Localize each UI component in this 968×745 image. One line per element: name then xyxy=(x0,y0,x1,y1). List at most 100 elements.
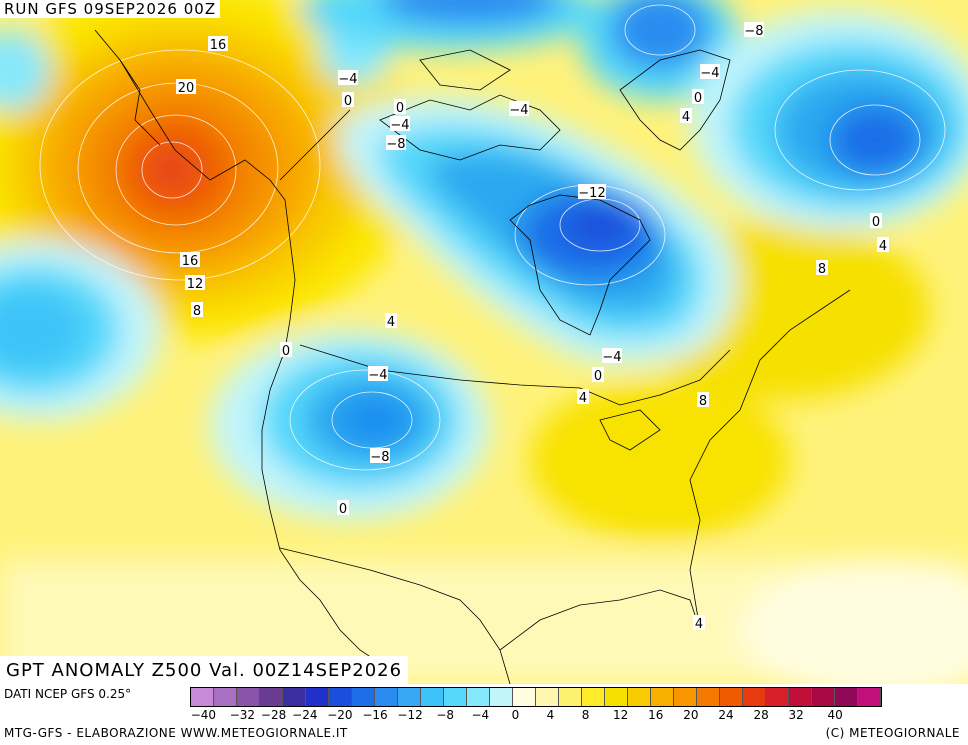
colorbar-tick-label: −24 xyxy=(292,708,318,722)
contour-label: −8 xyxy=(744,24,763,39)
contour-label-bg xyxy=(338,70,358,85)
contour-label: −4 xyxy=(338,72,357,87)
colorbar-tick-label: −8 xyxy=(436,708,455,722)
colorbar-tick-label: −16 xyxy=(362,708,388,722)
legend-footer: DATI NCEP GFS 0.25° −40 −32 −28 −24 −20 −16 −1… xyxy=(0,684,968,745)
anomaly-field xyxy=(0,0,968,684)
contour-label: −4 xyxy=(509,103,528,118)
colorbar-swatch xyxy=(444,688,467,706)
colorbar-swatch xyxy=(191,688,214,706)
colorbar-ticks: −40 −32 −28 −24 −20 −16 −12 −8 −4 0 4 8 12 16 20 24 28 32… xyxy=(190,708,968,722)
contour-label: 0 xyxy=(396,101,404,116)
colorbar-swatch xyxy=(352,688,375,706)
colorbar-tick-label: 40 xyxy=(827,708,843,722)
contour-label-bg xyxy=(191,302,203,317)
colorbar-tick-label: −28 xyxy=(260,708,287,722)
colorbar-swatch xyxy=(536,688,559,706)
contour-label-bg xyxy=(592,367,604,382)
contour-label-bg xyxy=(385,313,397,328)
colorbar-swatch xyxy=(674,688,697,706)
contour-label-bg xyxy=(337,500,349,515)
colorbar-swatch xyxy=(812,688,835,706)
contour-label: 4 xyxy=(695,617,703,632)
contour-label-bg xyxy=(697,392,709,407)
colorbar-swatch xyxy=(237,688,260,706)
contour-label: 0 xyxy=(344,94,352,109)
colorbar-swatch xyxy=(513,688,536,706)
valid-time-title: GPT ANOMALY Z500 Val. 00Z14SEP2026 xyxy=(0,656,409,685)
colorbar-swatch xyxy=(789,688,812,706)
contour-label: 0 xyxy=(694,91,702,106)
colorbar-swatch xyxy=(306,688,329,706)
colorbar-tick-label: 8 xyxy=(581,708,590,722)
colorbar-swatch xyxy=(697,688,720,706)
contour-label-bg xyxy=(577,389,589,404)
colorbar-tick-label: 28 xyxy=(753,708,769,722)
colorbar-swatch xyxy=(651,688,674,706)
contour-label: 0 xyxy=(594,369,602,384)
contour-label-bg xyxy=(394,99,406,114)
colorbar-tick-label: −40 xyxy=(190,708,217,722)
contour-label-bg xyxy=(280,342,292,357)
contour-label: 0 xyxy=(282,344,290,359)
data-source: DATI NCEP GFS 0.25° xyxy=(4,687,132,701)
colorbar-swatch xyxy=(858,688,881,706)
colorbar-tick-label: −20 xyxy=(327,708,353,722)
colorbar-tick-label: 4 xyxy=(546,708,555,722)
contour-label: −4 xyxy=(700,66,719,81)
colorbar-swatch xyxy=(260,688,283,706)
colorbar-tick-label: −12 xyxy=(397,708,423,722)
contour-label-bg xyxy=(816,260,828,275)
colorbar-swatch xyxy=(605,688,628,706)
contour-label: 16 xyxy=(210,38,227,53)
colorbar-swatch xyxy=(467,688,490,706)
colorbar-tick-label: −32 xyxy=(229,708,256,722)
contour-label: −8 xyxy=(370,450,389,465)
contour-label: 0 xyxy=(339,502,347,517)
run-label: RUN GFS 09SEP2026 00Z xyxy=(0,0,221,18)
contour-label: 8 xyxy=(699,394,707,409)
credit-left: MTG-GFS - ELABORAZIONE WWW.METEOGIORNALE… xyxy=(4,726,348,740)
contour-label-bg xyxy=(185,275,205,290)
contour-label: −4 xyxy=(602,350,621,365)
colorbar-swatch xyxy=(214,688,237,706)
contour-label-bg xyxy=(744,22,764,37)
contour-label: 8 xyxy=(193,304,201,319)
colorbar-swatch xyxy=(743,688,766,706)
contour-label-bg xyxy=(700,64,720,79)
contour-label: −4 xyxy=(390,118,409,133)
colorbar-swatch xyxy=(628,688,651,706)
contour-label-bg xyxy=(578,184,606,199)
contour-label-bg xyxy=(386,135,406,150)
contour-label-bg xyxy=(342,92,354,107)
colorbar-swatch xyxy=(329,688,352,706)
contour-label-bg xyxy=(509,101,529,116)
contour-label-bg xyxy=(370,448,390,463)
contour-label: 0 xyxy=(872,215,880,230)
colorbar xyxy=(190,687,882,707)
colorbar-tick-label: 16 xyxy=(648,708,664,722)
contour-label: 8 xyxy=(818,262,826,277)
contour-label: 16 xyxy=(182,254,199,269)
colorbar-swatch xyxy=(398,688,421,706)
colorbar-swatch xyxy=(490,688,513,706)
contour-label-bg xyxy=(176,79,196,94)
contour-label-bg xyxy=(368,366,388,381)
contour-label: 4 xyxy=(879,239,887,254)
colorbar-tick-label: 20 xyxy=(683,708,699,722)
contour-label-bg xyxy=(870,213,882,228)
contour-label-bg xyxy=(390,116,410,131)
contour-label-bg xyxy=(693,615,705,630)
contour-label: −8 xyxy=(386,137,405,152)
contour-label: 12 xyxy=(187,277,204,292)
colorbar-swatch xyxy=(283,688,306,706)
colorbar-swatch xyxy=(766,688,789,706)
contour-label-bg xyxy=(180,252,200,267)
contour-label-bg xyxy=(692,89,704,104)
colorbar-swatch xyxy=(375,688,398,706)
colorbar-tick-label: 32 xyxy=(788,708,804,722)
contour-label-bg xyxy=(208,36,228,51)
